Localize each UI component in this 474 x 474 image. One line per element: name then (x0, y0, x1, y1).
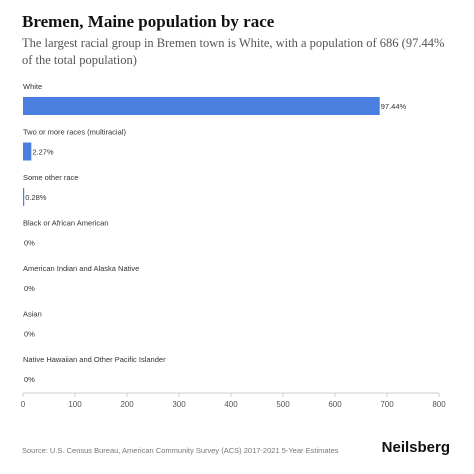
x-tick-label: 700 (380, 400, 394, 409)
value-label: 0% (24, 284, 35, 293)
value-label: 0% (24, 330, 35, 339)
brand-logo: Neilsberg (381, 439, 450, 456)
x-tick-label: 800 (432, 400, 446, 409)
x-tick-label: 200 (120, 400, 134, 409)
bar (23, 97, 380, 115)
source-note: Source: U.S. Census Bureau, American Com… (22, 446, 339, 455)
x-tick-label: 400 (224, 400, 238, 409)
x-tick-label: 600 (328, 400, 342, 409)
value-label: 97.44% (381, 102, 407, 111)
x-tick-label: 300 (172, 400, 186, 409)
x-tick-label: 0 (21, 400, 26, 409)
value-label: 0% (24, 239, 35, 248)
category-label: White (23, 82, 42, 91)
bar (23, 142, 32, 161)
category-label: Some other race (23, 173, 78, 182)
value-label: 0.28% (25, 193, 47, 202)
x-tick-label: 500 (276, 400, 290, 409)
category-label: Asian (23, 310, 42, 319)
x-tick-label: 100 (68, 400, 82, 409)
value-label: 0% (24, 375, 35, 384)
category-label: Black or African American (23, 219, 108, 228)
bar (23, 188, 25, 206)
category-label: Native Hawaiian and Other Pacific Island… (23, 355, 166, 364)
category-label: American Indian and Alaska Native (23, 264, 139, 273)
category-label: Two or more races (multiracial) (23, 128, 126, 137)
value-label: 2.27% (32, 148, 54, 157)
chart-subtitle: The largest racial group in Bremen town … (22, 36, 445, 67)
chart-title: Bremen, Maine population by race (22, 12, 275, 31)
